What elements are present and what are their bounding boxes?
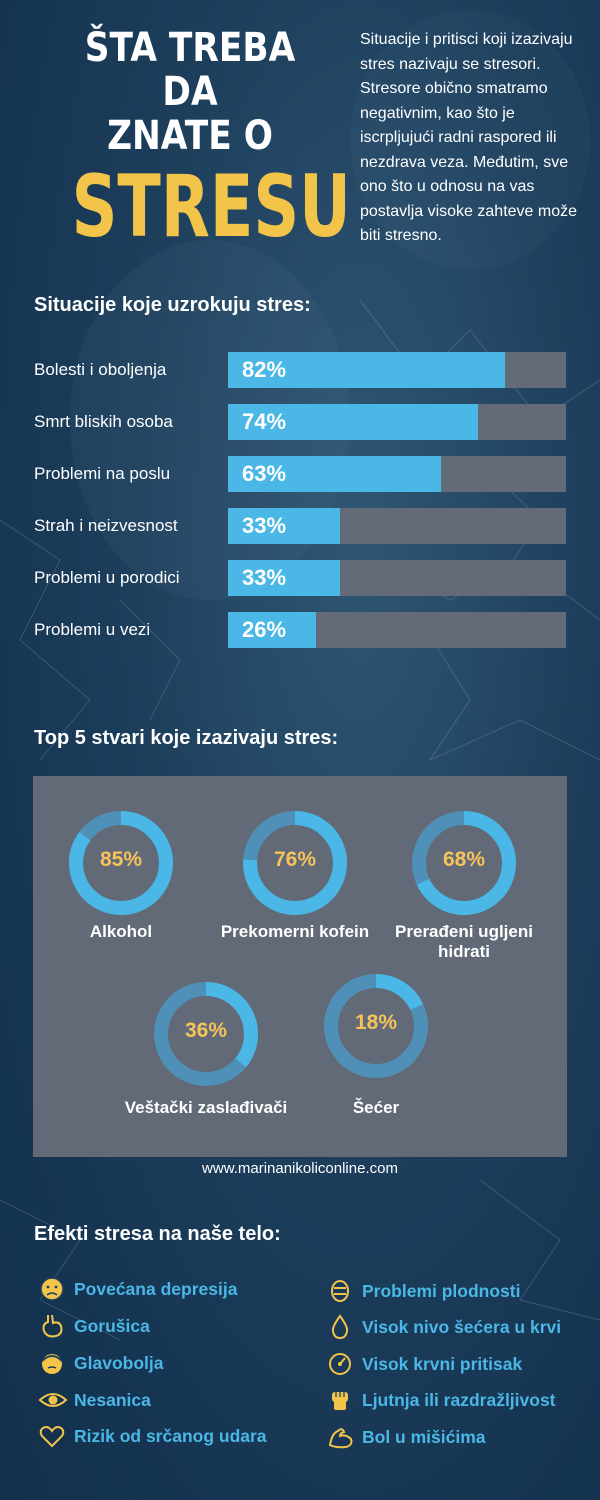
effect-text: Bol u mišićima [362, 1426, 486, 1447]
effect-text: Povećana depresija [74, 1278, 238, 1299]
effect-item: Ljutnja ili razdražljivost [326, 1386, 556, 1414]
effect-item: Rizik od srčanog udara [38, 1422, 267, 1450]
donut-label: Prerađeni ugljeni hidrati [395, 922, 533, 961]
bar-value-label: 74% [242, 409, 287, 434]
bar-fill [228, 404, 478, 440]
title-line-2: ZNATE O [107, 113, 273, 159]
bar-row: Smrt bliskih osoba 74% [34, 404, 566, 440]
effect-item: Gorušica [38, 1312, 150, 1340]
donut-label: Veštački zaslađivači [124, 1098, 288, 1117]
donut-value-label: 18% [354, 1011, 398, 1034]
donut-chart: 18% [323, 973, 429, 1079]
fist-icon [326, 1386, 356, 1414]
donut-chart: 36% [153, 981, 259, 1087]
top5-heading: Top 5 stvari koje izazivaju stres: [34, 727, 339, 749]
sad-face-icon [38, 1275, 68, 1303]
donut-chart: 68% [411, 810, 517, 916]
effect-item: Nesanica [38, 1386, 151, 1414]
gauge-icon [326, 1350, 356, 1378]
bar-row: Problemi na poslu 63% [34, 456, 566, 492]
bar-label: Smrt bliskih osoba [34, 412, 173, 431]
effect-text: Rizik od srčanog udara [74, 1425, 267, 1446]
donut-arc [324, 974, 428, 1078]
donut-svg [243, 811, 347, 915]
donut-label: Šećer [352, 1098, 400, 1117]
title-block: ŠTA TREBA DA ZNATE O STRESU [30, 25, 351, 257]
donut-value-label: 85% [99, 848, 143, 871]
bar-label: Problemi u porodici [34, 568, 180, 587]
effect-text: Ljutnja ili razdražljivost [362, 1389, 556, 1410]
donut-arc [243, 811, 347, 915]
headache-icon [38, 1349, 68, 1377]
donut-svg [69, 811, 173, 915]
bar-fill [228, 456, 441, 492]
donut-arc [412, 811, 516, 915]
donut-chart: 85% [68, 810, 174, 916]
donut-arc [69, 811, 173, 915]
fertility-icon [326, 1277, 356, 1305]
bar-track: 63% [228, 456, 566, 492]
bar-track: 82% [228, 352, 566, 388]
effect-item: Povećana depresija [38, 1275, 237, 1303]
muscle-icon [326, 1423, 356, 1451]
bar-value-label: 63% [242, 461, 287, 486]
donut-label: Alkohol [89, 922, 153, 941]
eye-icon [38, 1386, 68, 1414]
intro-text: Situacije i pritisci koji izazivaju stre… [360, 31, 577, 244]
effect-text: Problemi plodnosti [362, 1280, 521, 1301]
bar-value-label: 33% [242, 565, 287, 590]
bar-value-label: 33% [242, 513, 287, 538]
effects-heading: Efekti stresa na naše telo: [34, 1223, 281, 1245]
bar-fill [228, 352, 505, 388]
bar-value-label: 82% [242, 357, 287, 382]
bar-label: Bolesti i oboljenja [34, 360, 167, 379]
effect-text: Nesanica [74, 1389, 151, 1410]
effect-item: Problemi plodnosti [326, 1277, 520, 1305]
donut-label: Prekomerni kofein [220, 922, 370, 941]
bar-value-label: 26% [242, 617, 287, 642]
website-url: www.marinanikoliconline.com [202, 1160, 398, 1177]
donut-chart: 76% [242, 810, 348, 916]
stomach-icon [38, 1312, 68, 1340]
effect-text: Visok nivo šećera u krvi [362, 1316, 562, 1337]
donut-value-label: 68% [442, 848, 486, 871]
title-main: STRESU [71, 157, 351, 257]
effect-item: Visok nivo šećera u krvi [326, 1313, 561, 1341]
bar-row: Problemi u vezi 26% [34, 612, 566, 648]
donut-svg [324, 974, 428, 1078]
bar-label: Strah i neizvesnost [34, 516, 178, 535]
bar-label: Problemi na poslu [34, 464, 171, 483]
effect-text: Visok krvni pritisak [362, 1353, 523, 1374]
heart-icon [38, 1422, 68, 1450]
situations-heading: Situacije koje uzrokuju stres: [34, 294, 311, 316]
bar-track: 33% [228, 560, 566, 596]
bar-track: 74% [228, 404, 566, 440]
title-line-1: ŠTA TREBA DA [84, 25, 296, 115]
donut-svg [412, 811, 516, 915]
effect-item: Bol u mišićima [326, 1423, 486, 1451]
bar-track: 33% [228, 508, 566, 544]
bar-track: 26% [228, 612, 566, 648]
donut-svg [154, 982, 258, 1086]
donut-value-label: 36% [184, 1019, 228, 1042]
bar-fill [228, 508, 340, 544]
bar-row: Bolesti i oboljenja 82% [34, 352, 566, 388]
effect-text: Glavobolja [74, 1352, 164, 1373]
bar-label: Problemi u vezi [34, 620, 151, 639]
bar-row: Problemi u porodici 33% [34, 560, 566, 596]
bar-row: Strah i neizvesnost 33% [34, 508, 566, 544]
donut-arc [154, 982, 258, 1086]
effect-text: Gorušica [74, 1315, 150, 1336]
bar-fill [228, 560, 340, 596]
effect-item: Glavobolja [38, 1349, 163, 1377]
effect-item: Visok krvni pritisak [326, 1350, 522, 1378]
bar-fill [228, 612, 316, 648]
top5-panel: 85% Alkohol 76% Prekomerni kofein 68% Prerađe… [33, 776, 567, 1157]
donut-value-label: 76% [273, 848, 317, 871]
drop-icon [326, 1313, 356, 1341]
